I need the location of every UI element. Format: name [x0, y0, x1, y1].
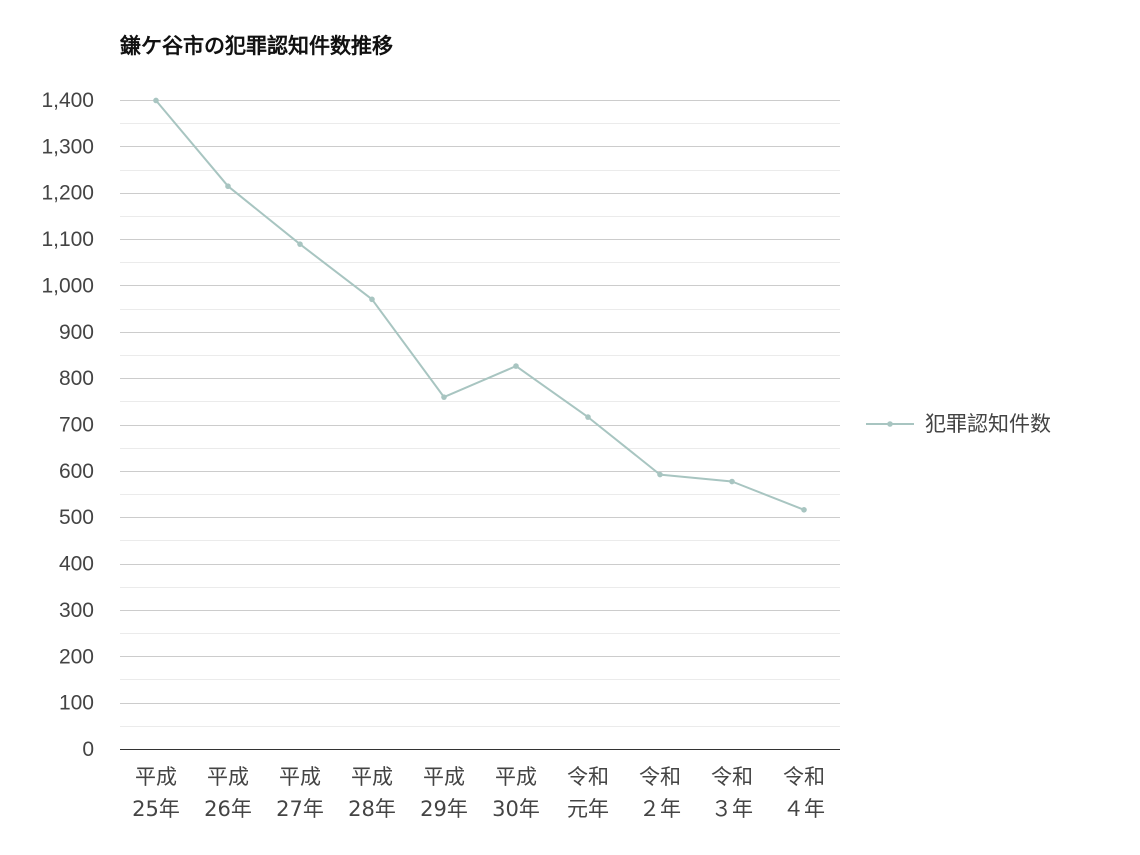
- y-tick-label: 200: [59, 645, 94, 668]
- legend-dot-marker: [887, 421, 893, 427]
- data-point: [369, 296, 375, 303]
- legend: 犯罪認知件数: [866, 412, 1051, 436]
- x-tick-label: 29年: [420, 797, 468, 821]
- series-line: [155, 99, 805, 511]
- x-tick-label: 27年: [276, 797, 324, 821]
- x-tick-label: ２年: [639, 797, 681, 821]
- y-tick-label: 1,200: [41, 182, 94, 205]
- x-tick-label: 平成: [207, 765, 249, 789]
- x-tick-label: 令和: [783, 765, 825, 789]
- x-tick-label: 25年: [132, 797, 180, 821]
- x-tick-label: 令和: [639, 765, 681, 789]
- data-point: [441, 394, 447, 400]
- y-tick-label: 600: [59, 460, 94, 483]
- x-tick-label: 30年: [492, 797, 540, 821]
- data-point: [801, 506, 807, 513]
- x-tick-label: 元年: [567, 797, 609, 821]
- data-point: [585, 414, 591, 420]
- data-point: [513, 363, 519, 369]
- x-tick-label: 26年: [204, 797, 252, 821]
- x-tick-label: 平成: [495, 765, 537, 789]
- x-tick-label: 平成: [135, 765, 177, 789]
- x-tick-label: 令和: [711, 765, 753, 789]
- y-tick-label: 100: [59, 692, 94, 715]
- x-tick-label: ３年: [711, 797, 753, 821]
- y-tick-label: 1,400: [41, 89, 94, 112]
- x-tick-label: ４年: [783, 797, 825, 821]
- series-layer: [153, 97, 807, 513]
- chart-title: 鎌ケ谷市の犯罪認知件数推移: [120, 34, 393, 58]
- x-tick-label: 平成: [423, 765, 465, 789]
- y-tick-label: 1,000: [41, 274, 94, 297]
- x-tick-label: 令和: [567, 765, 609, 789]
- data-point: [657, 471, 663, 478]
- y-tick-label: 800: [59, 367, 94, 390]
- y-tick-label: 500: [59, 506, 94, 529]
- data-point: [729, 478, 735, 485]
- y-tick-label: 400: [59, 553, 94, 576]
- y-tick-label: 700: [59, 414, 94, 437]
- data-point: [297, 241, 303, 247]
- legend-label: 犯罪認知件数: [925, 412, 1051, 436]
- y-tick-label: 300: [59, 599, 94, 622]
- data-point: [225, 183, 231, 190]
- y-tick-label: 1,100: [41, 228, 94, 251]
- data-point: [153, 97, 159, 104]
- y-tick-label: 1,300: [41, 135, 94, 158]
- x-tick-label: 28年: [348, 797, 396, 821]
- x-tick-label: 平成: [351, 765, 393, 789]
- y-tick-label: 0: [82, 738, 94, 761]
- y-axis: 0 100 200 300 400 500 600 700 800 900 1,000 1,100 1,…: [41, 89, 94, 761]
- x-tick-label: 平成: [279, 765, 321, 789]
- gridlines: [120, 100, 840, 727]
- y-tick-label: 900: [59, 321, 94, 344]
